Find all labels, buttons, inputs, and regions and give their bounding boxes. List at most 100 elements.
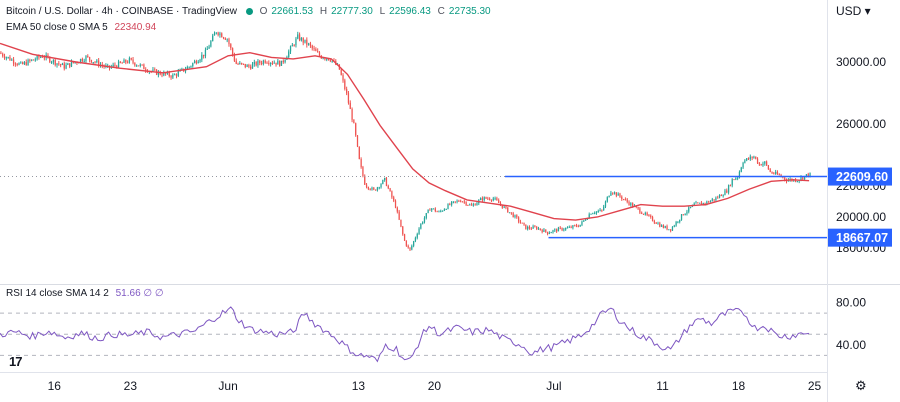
candle-body	[208, 46, 210, 49]
candle-body	[755, 156, 757, 159]
candle-body	[123, 59, 125, 63]
candle-body	[796, 181, 799, 183]
candle-body	[56, 63, 58, 65]
candle-body	[295, 38, 297, 46]
candle-body	[805, 174, 808, 176]
candle-body	[347, 93, 350, 103]
candle-body	[184, 69, 187, 72]
candle-body	[250, 66, 252, 69]
candle-body	[680, 214, 683, 220]
candle-body	[72, 61, 74, 63]
time-axis: 16 23 Jun 13 20 Jul 11 18 25	[48, 379, 822, 393]
rsi-legend-value: 51.66 ∅ ∅	[115, 288, 164, 299]
candle-body	[765, 161, 768, 166]
candle-body	[246, 64, 248, 67]
candle-body	[85, 56, 87, 61]
candle-body	[662, 225, 665, 228]
candle-body	[706, 201, 708, 204]
candle-body	[136, 65, 138, 67]
candle-body	[235, 60, 237, 64]
candle-body	[88, 57, 91, 60]
candle-body	[342, 74, 344, 81]
candle-body	[233, 54, 236, 61]
candle-body	[324, 58, 326, 60]
candle-body	[776, 171, 779, 175]
candle-body	[217, 32, 219, 35]
candle-body	[641, 212, 643, 214]
candle-body	[394, 200, 397, 208]
candle-body	[492, 198, 494, 201]
candle-body	[639, 208, 641, 213]
candle-body	[398, 211, 400, 220]
currency-selector[interactable]: USD ▾	[836, 4, 871, 18]
price-axis-tick-label: 30000.00	[836, 55, 886, 69]
candle-body	[434, 208, 436, 212]
candle-body	[356, 135, 359, 147]
gear-icon[interactable]: ⚙	[855, 378, 867, 393]
tradingview-logo-icon[interactable]: 17	[9, 354, 23, 369]
candle-body	[0, 52, 2, 54]
candle-body	[346, 89, 348, 94]
candle-body	[659, 223, 661, 227]
candle-body	[456, 200, 458, 202]
currency-label: USD	[836, 4, 862, 18]
rsi-legend[interactable]: RSI 14 close SMA 14 2 51.66 ∅ ∅	[6, 288, 168, 299]
candle-body	[251, 64, 254, 69]
candle-body	[715, 197, 717, 201]
candle-body	[764, 161, 766, 164]
candle-body	[519, 221, 522, 223]
candle-body	[318, 52, 321, 56]
candle-body	[548, 232, 551, 234]
candle-body	[25, 62, 27, 66]
close-value: 22735.30	[448, 6, 491, 17]
candle-body	[733, 179, 735, 181]
candle-body	[514, 215, 516, 218]
candle-body	[81, 58, 83, 62]
candle-body	[660, 225, 663, 227]
low-value: 22596.43	[389, 6, 431, 17]
candle-body	[713, 199, 715, 201]
candle-body	[340, 69, 342, 75]
candle-body	[228, 39, 230, 45]
candle-body	[277, 60, 279, 65]
candle-body	[767, 165, 770, 170]
candle-body	[384, 177, 386, 181]
time-axis-tick-label: 25	[808, 379, 822, 393]
candle-body	[758, 163, 760, 165]
candle-body	[405, 240, 408, 246]
candle-body	[447, 204, 449, 210]
candle-body	[358, 146, 360, 160]
price-axis-tick-label: 26000.00	[836, 117, 886, 131]
candle-body	[12, 59, 15, 64]
candle-body	[601, 209, 603, 211]
candle-body	[385, 177, 388, 186]
candle-body	[125, 59, 127, 63]
candle-body	[769, 169, 771, 172]
candle-body	[697, 202, 699, 204]
rsi-bands	[0, 312, 827, 356]
candle-body	[36, 55, 38, 60]
candle-body	[677, 221, 679, 223]
candle-body	[221, 33, 223, 38]
candle-body	[555, 229, 558, 232]
candle-body	[463, 201, 465, 203]
candle-body	[496, 198, 498, 201]
candle-body	[460, 201, 462, 203]
candle-body	[563, 229, 565, 231]
candle-body	[152, 69, 154, 72]
candle-body	[203, 54, 205, 57]
candle-body	[326, 58, 328, 60]
candle-body	[365, 184, 368, 187]
symbol-title[interactable]: Bitcoin / U.S. Dollar · 4h · COINBASE · …	[6, 6, 238, 17]
candle-body	[738, 171, 741, 178]
candle-body	[807, 174, 809, 177]
ema-legend[interactable]: EMA 50 close 0 SMA 5 22340.94	[6, 22, 160, 33]
horizontal-levels	[505, 175, 827, 239]
candle-body	[65, 64, 67, 69]
candle-body	[139, 64, 141, 66]
candle-body	[407, 245, 409, 248]
candle-body	[784, 177, 786, 180]
candle-body	[671, 226, 674, 231]
candle-body	[436, 211, 438, 213]
